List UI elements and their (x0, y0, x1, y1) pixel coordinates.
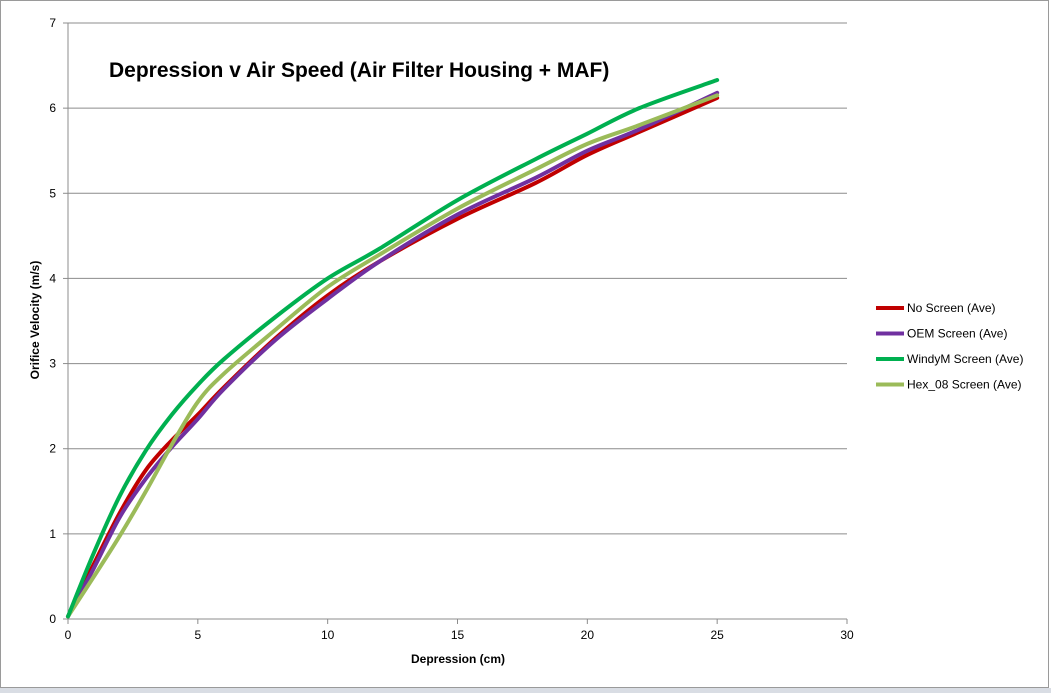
y-tick-label: 3 (49, 357, 56, 371)
series-line-windym-screen-ave (66, 78, 720, 619)
y-tick-label: 7 (49, 16, 56, 30)
y-tick-label: 1 (49, 527, 56, 541)
legend-label: OEM Screen (Ave) (907, 327, 1007, 341)
x-tick-label: 5 (194, 628, 201, 642)
x-tick-label: 30 (840, 628, 854, 642)
grid-lines (68, 22, 847, 535)
x-tick-labels: 0 5 10 15 20 25 30 (65, 628, 854, 642)
series-line-oem-screen-ave (66, 90, 720, 619)
series-line-no-screen-ave (66, 95, 720, 619)
x-tick-label: 25 (710, 628, 724, 642)
legend-label: WindyM Screen (Ave) (907, 352, 1023, 366)
axes (63, 22, 848, 624)
y-tick-labels: 0 1 2 3 4 5 6 7 (49, 16, 56, 626)
legend: No Screen (Ave) OEM Screen (Ave) WindyM Sc… (876, 301, 1023, 392)
series-line-hex-08-screen-ave (66, 93, 720, 619)
y-tick-label: 5 (49, 186, 56, 200)
x-tick-label: 20 (581, 628, 595, 642)
y-tick-label: 2 (49, 442, 56, 456)
y-axis-title: Orifice Velocity (m/s) (28, 261, 42, 380)
legend-label: No Screen (Ave) (907, 301, 995, 315)
y-tick-label: 6 (49, 101, 56, 115)
data-series (66, 78, 720, 619)
y-tick-label: 0 (49, 612, 56, 626)
x-tick-label: 15 (451, 628, 465, 642)
x-tick-label: 0 (65, 628, 72, 642)
legend-label: Hex_08 Screen (Ave) (907, 378, 1022, 392)
x-tick-label: 10 (321, 628, 335, 642)
chart-title: Depression v Air Speed (Air Filter Housi… (109, 59, 609, 82)
y-tick-label: 4 (49, 271, 56, 285)
x-axis-title: Depression (cm) (411, 652, 505, 666)
window-bottom-strip (0, 688, 1051, 693)
